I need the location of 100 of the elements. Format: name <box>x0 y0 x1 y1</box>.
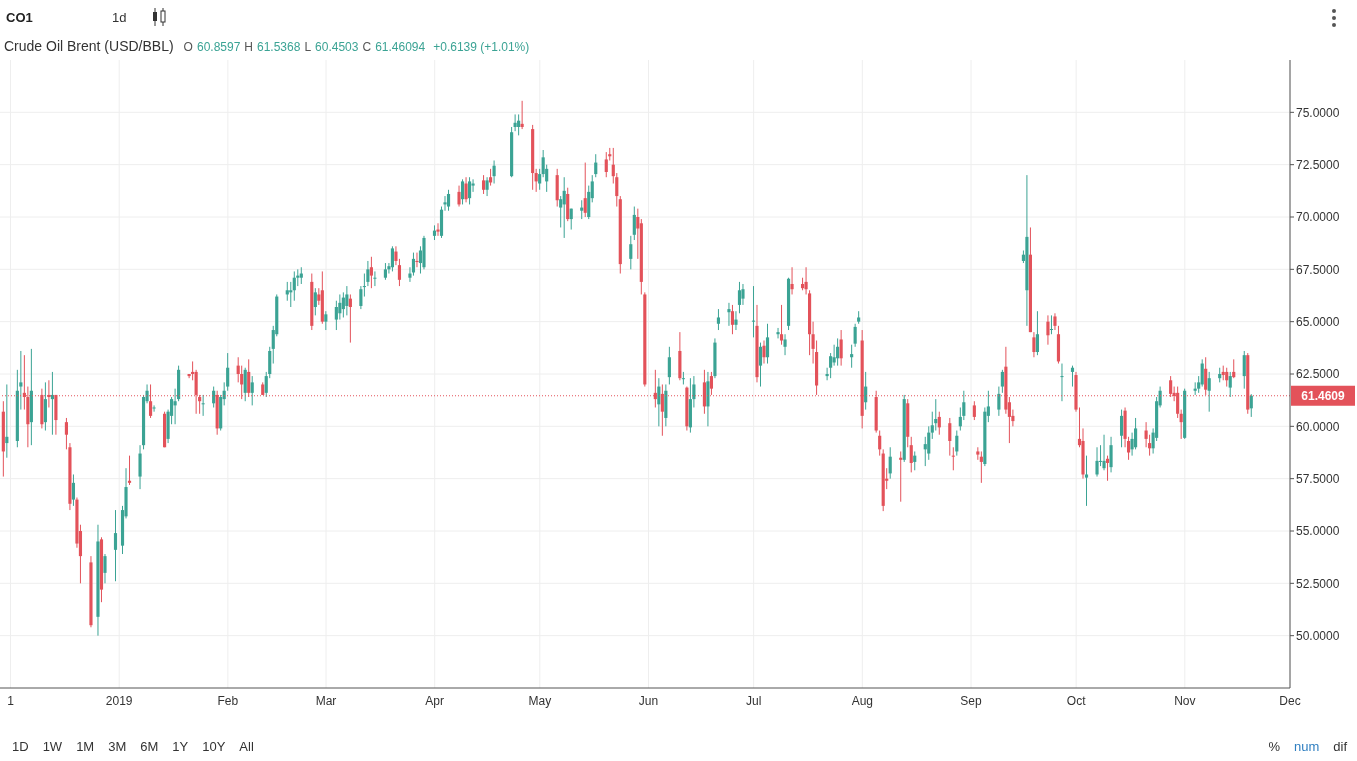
candlestick <box>348 293 352 344</box>
candlestick <box>538 168 542 191</box>
candlestick <box>716 308 721 331</box>
candlestick <box>1228 371 1232 398</box>
candlestick <box>1032 331 1036 358</box>
candlestick <box>250 375 254 406</box>
y-tick-label: 72.5000 <box>1296 157 1340 172</box>
candlestick <box>667 346 671 385</box>
text: 60.4503 <box>315 40 359 54</box>
text: 1W <box>42 739 63 754</box>
candlestick <box>324 310 328 331</box>
candlestick <box>482 174 486 195</box>
candlestick <box>909 436 913 473</box>
candlestick <box>559 195 563 228</box>
candlestick <box>839 329 843 367</box>
candlestick <box>446 189 451 212</box>
candlestick <box>436 222 440 237</box>
text: % <box>1268 739 1280 754</box>
candlestick <box>373 270 377 287</box>
candlestick <box>1102 434 1106 471</box>
candlestick <box>850 344 854 369</box>
candlestick <box>948 417 952 457</box>
candlestick <box>790 266 794 295</box>
text: 1D <box>12 739 29 754</box>
chart-title: Crude Oil Brent (USD/BBL) <box>4 38 174 54</box>
candlestick <box>727 302 731 327</box>
candlestick <box>1200 358 1204 388</box>
candlestick <box>517 113 521 136</box>
x-tick-label: Sep <box>960 693 982 708</box>
candlestick <box>390 245 395 272</box>
candlestick <box>709 371 714 396</box>
candlestick <box>313 287 317 316</box>
candlestick <box>1060 363 1064 402</box>
x-tick-label: Mar <box>315 693 337 708</box>
text: All <box>239 739 254 754</box>
candlestick <box>580 199 584 220</box>
x-tick-label: 2019 <box>105 693 133 708</box>
text: 61.5368 <box>257 40 301 54</box>
candlestick <box>1225 367 1229 388</box>
x-tick-label: Feb <box>217 693 239 708</box>
text: +0.6139 (+1.01%) <box>433 40 530 54</box>
text: 1Y <box>172 739 189 754</box>
x-tick-label: 1 <box>7 693 15 708</box>
x-tick-label: Jun <box>638 693 659 708</box>
ref-line-label: 61.4609 <box>1301 388 1346 403</box>
candlestick <box>1242 350 1246 390</box>
candlestick <box>730 304 735 335</box>
candlestick <box>765 323 770 365</box>
y-tick-label: 55.0000 <box>1296 524 1340 539</box>
candlestick <box>951 446 955 471</box>
candlestick <box>460 178 465 205</box>
candlestick <box>1179 409 1183 440</box>
candlestick <box>369 256 373 289</box>
x-tick-label: Aug <box>851 693 874 708</box>
candlestick <box>1207 371 1211 413</box>
y-tick-label: 52.5000 <box>1296 576 1340 591</box>
y-tick-label: 75.0000 <box>1296 105 1340 120</box>
candlestick <box>5 383 9 459</box>
candlestick <box>1095 446 1099 478</box>
y-tick-label: 70.0000 <box>1296 210 1340 225</box>
text: 1M <box>76 739 95 754</box>
candlestick <box>467 176 472 205</box>
text: num <box>1293 739 1320 754</box>
x-tick-label: Nov <box>1174 693 1196 708</box>
candlestick <box>972 400 976 421</box>
y-tick-label: 50.0000 <box>1296 628 1340 643</box>
candlestick <box>1084 455 1089 507</box>
y-tick-label: 65.0000 <box>1296 314 1340 329</box>
candlestick <box>888 446 892 480</box>
candlestick <box>751 285 756 338</box>
candlestick <box>853 323 857 348</box>
candlestick <box>913 450 917 471</box>
candlestick <box>457 185 461 208</box>
candlestick <box>1046 314 1050 346</box>
candlestick <box>734 310 738 331</box>
candlestick <box>345 285 349 316</box>
candlestick <box>955 430 959 457</box>
y-tick-label: 67.5000 <box>1296 262 1340 277</box>
candlestick <box>152 404 156 413</box>
x-tick-label: Jul <box>746 693 762 708</box>
text: L <box>304 40 312 54</box>
candlestick <box>113 509 118 582</box>
text: C <box>362 40 372 54</box>
chart-subtitle: CO1 <box>6 10 33 25</box>
text: 3M <box>108 739 127 754</box>
candlestick <box>415 252 419 268</box>
text: 10Y <box>202 739 226 754</box>
candlestick <box>737 281 742 314</box>
candlestick <box>594 153 598 178</box>
candlestick <box>1035 310 1040 356</box>
candlestick <box>836 337 840 367</box>
text: 1d <box>112 10 127 25</box>
candlestick <box>1109 436 1113 473</box>
x-tick-label: Dec <box>1279 693 1301 708</box>
x-tick-label: May <box>528 693 552 708</box>
candlestick <box>1105 455 1110 482</box>
candlestick <box>629 235 633 270</box>
text: dif <box>1333 739 1347 754</box>
text: 61.46094 <box>375 40 426 54</box>
candlestick <box>138 444 142 490</box>
